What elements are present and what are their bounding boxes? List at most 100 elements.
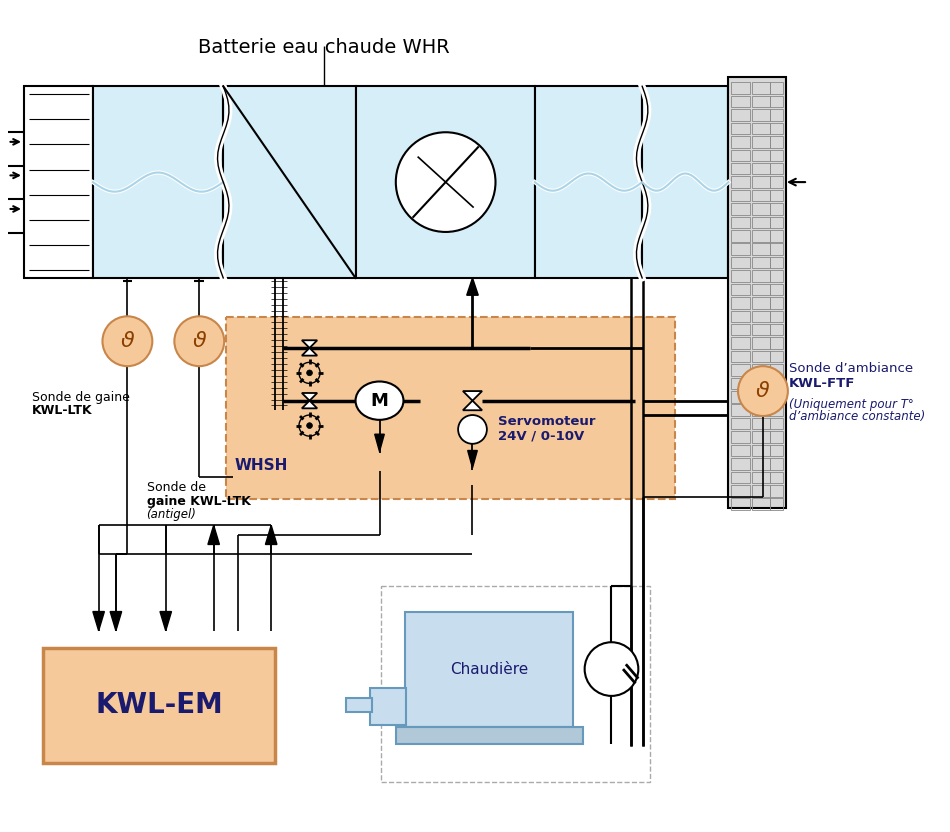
Bar <box>732 257 750 269</box>
Polygon shape <box>302 393 317 401</box>
Bar <box>752 378 770 389</box>
Bar <box>770 297 783 309</box>
Bar <box>770 404 783 416</box>
Bar <box>370 688 407 725</box>
Bar <box>770 378 783 389</box>
Text: ϑ: ϑ <box>756 381 770 401</box>
Polygon shape <box>302 340 317 348</box>
Bar <box>732 122 750 134</box>
Bar <box>770 216 783 228</box>
Text: KWL-EM: KWL-EM <box>95 691 223 720</box>
Bar <box>24 87 93 278</box>
Bar <box>770 257 783 269</box>
Bar <box>93 87 223 278</box>
Bar <box>752 391 770 403</box>
Bar <box>732 176 750 188</box>
Bar <box>732 190 750 201</box>
Bar <box>732 498 750 510</box>
Bar <box>752 109 770 121</box>
Bar <box>752 82 770 94</box>
Text: KWL-LTK: KWL-LTK <box>31 404 92 418</box>
Bar <box>752 404 770 416</box>
Bar <box>732 364 750 376</box>
Bar <box>752 458 770 470</box>
Bar <box>732 391 750 403</box>
Bar <box>770 445 783 456</box>
Bar <box>535 87 642 278</box>
Bar <box>770 230 783 241</box>
Bar <box>770 244 783 255</box>
Bar <box>770 338 783 349</box>
Text: d’ambiance constante): d’ambiance constante) <box>788 410 925 423</box>
Bar <box>752 176 770 188</box>
Bar <box>732 472 750 483</box>
Bar <box>770 122 783 134</box>
Bar <box>732 109 750 121</box>
Bar <box>43 648 275 763</box>
Bar <box>752 445 770 456</box>
Bar <box>355 87 535 278</box>
Bar <box>732 297 750 309</box>
Bar <box>732 431 750 443</box>
Bar <box>732 338 750 349</box>
Bar <box>770 109 783 121</box>
Bar <box>752 230 770 241</box>
Bar <box>770 485 783 497</box>
Bar <box>752 122 770 134</box>
Bar <box>752 150 770 161</box>
Bar <box>732 244 750 255</box>
Bar <box>729 77 786 508</box>
Bar <box>752 297 770 309</box>
Bar <box>752 498 770 510</box>
Polygon shape <box>208 525 219 544</box>
Circle shape <box>738 366 788 416</box>
Circle shape <box>584 642 638 696</box>
Bar <box>752 244 770 255</box>
Bar <box>770 310 783 322</box>
Bar <box>381 586 650 782</box>
Text: Sonde d’ambiance: Sonde d’ambiance <box>788 362 913 375</box>
Polygon shape <box>466 278 478 295</box>
Bar <box>770 431 783 443</box>
Bar <box>752 136 770 147</box>
Bar <box>770 364 783 376</box>
Polygon shape <box>160 612 172 631</box>
Text: ϑ: ϑ <box>121 331 134 351</box>
Bar <box>732 485 750 497</box>
Bar <box>752 418 770 429</box>
Bar <box>752 257 770 269</box>
Bar <box>732 284 750 295</box>
Bar <box>752 96 770 107</box>
Bar <box>752 163 770 175</box>
Text: Batterie eau chaude WHR: Batterie eau chaude WHR <box>198 38 449 57</box>
Bar <box>752 310 770 322</box>
Polygon shape <box>302 348 317 355</box>
Bar <box>732 216 750 228</box>
Text: (antigel): (antigel) <box>146 508 197 521</box>
Bar <box>752 284 770 295</box>
Bar <box>752 324 770 335</box>
Bar <box>752 338 770 349</box>
Text: (Uniquement pour T°: (Uniquement pour T° <box>788 398 914 411</box>
Bar <box>642 87 729 278</box>
Bar <box>752 216 770 228</box>
Bar <box>223 87 355 278</box>
Polygon shape <box>374 434 385 452</box>
Bar <box>770 351 783 362</box>
Bar <box>226 317 674 499</box>
Bar <box>770 82 783 94</box>
Bar <box>752 203 770 215</box>
Bar <box>770 203 783 215</box>
Text: WHSH: WHSH <box>235 458 288 473</box>
Bar <box>770 96 783 107</box>
Polygon shape <box>265 525 277 544</box>
Bar <box>732 203 750 215</box>
Bar <box>732 310 750 322</box>
Bar <box>752 485 770 497</box>
Text: gaine KWL-LTK: gaine KWL-LTK <box>146 494 251 508</box>
Bar <box>732 351 750 362</box>
Bar <box>752 270 770 282</box>
Text: Sonde de: Sonde de <box>146 481 205 494</box>
Circle shape <box>307 423 313 428</box>
Bar <box>732 404 750 416</box>
